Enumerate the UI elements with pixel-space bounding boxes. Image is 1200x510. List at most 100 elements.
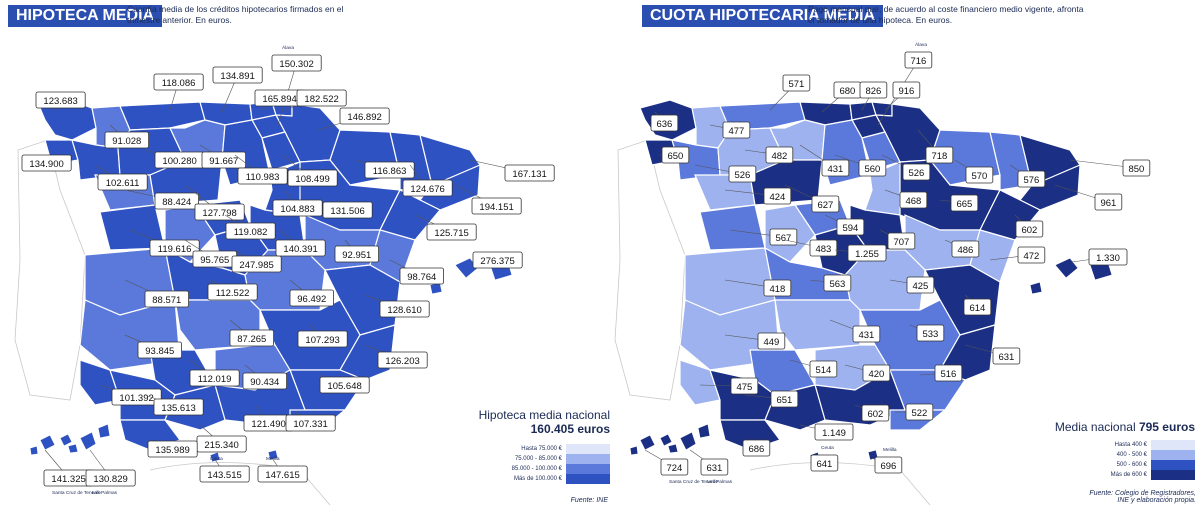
source-note: Fuente: Colegio de Registradores, INE y … xyxy=(1040,490,1196,504)
value-box-zamora xyxy=(154,192,199,210)
spain-map-hipoteca: 123.683 91.028 118.086 134.891 150.302 165.89… xyxy=(14,44,555,506)
island-canarias-e xyxy=(67,443,79,454)
value-box-toledo xyxy=(207,283,258,301)
value-box-teruel xyxy=(951,240,980,258)
territory-name-santa-cruz: Santa Cruz de Tenerife xyxy=(52,490,101,496)
island-canarias-w xyxy=(639,434,656,451)
value-tarragona: 602 xyxy=(1021,225,1037,236)
value-box-girona xyxy=(1122,159,1151,177)
value-santa-cruz: 724 xyxy=(666,463,682,474)
legend-swatch xyxy=(566,474,610,484)
value-box-jaen xyxy=(862,364,891,382)
value-ourense: 526 xyxy=(734,170,750,181)
value-asturias: 571 xyxy=(788,79,804,90)
value-baleares: 1.330 xyxy=(1096,253,1120,264)
value-a-coruna: 123.683 xyxy=(43,96,77,107)
island-canarias-w xyxy=(39,434,56,451)
value-cuenca: 96.492 xyxy=(297,294,326,305)
value-jaen: 90.434 xyxy=(250,377,279,388)
value-zaragoza: 665 xyxy=(956,199,972,210)
island-baleares xyxy=(1054,257,1079,279)
value-box-tarragona xyxy=(1015,220,1044,238)
value-box-guipuzcoa xyxy=(892,81,921,99)
value-toledo: 112.522 xyxy=(216,288,250,299)
island-canarias-e xyxy=(679,431,697,451)
value-box-a-coruna xyxy=(35,91,86,109)
territory-name-melilla: Melilla xyxy=(266,456,280,462)
legend-row: 75.000 - 85.000 € xyxy=(470,454,610,464)
value-box-asturias xyxy=(782,74,811,92)
value-castellon: 98.764 xyxy=(407,272,436,283)
value-box-ourense xyxy=(97,173,148,191)
value-box-las-palmas xyxy=(700,458,729,476)
national-label: Hipoteca media nacional xyxy=(478,408,610,422)
value-guadalajara: 707 xyxy=(893,237,909,248)
value-box-zaragoza xyxy=(322,201,373,219)
value-box-cordoba xyxy=(189,369,240,387)
value-caceres: 88.571 xyxy=(152,295,181,306)
value-albacete: 533 xyxy=(922,329,938,340)
island-melilla xyxy=(267,449,279,461)
value-box-huelva xyxy=(730,377,759,395)
island-canarias-w xyxy=(629,445,639,456)
value-avila: 483 xyxy=(815,244,831,255)
value-box-baleares xyxy=(472,251,523,269)
value-lleida: 576 xyxy=(1023,175,1039,186)
value-box-ceuta xyxy=(810,454,839,472)
value-box-jaen xyxy=(242,372,287,390)
value-zamora: 424 xyxy=(769,192,785,203)
value-box-lugo xyxy=(722,121,751,139)
value-girona: 167.131 xyxy=(512,169,546,180)
value-barcelona: 194.151 xyxy=(479,202,513,213)
legend-swatch xyxy=(566,454,610,464)
value-soria: 468 xyxy=(905,196,921,207)
value-granada: 121.490 xyxy=(251,419,285,430)
value-cordoba: 112.019 xyxy=(198,374,232,385)
value-cantabria: 680 xyxy=(839,86,855,97)
value-box-guadalajara xyxy=(275,239,326,257)
value-melilla: 696 xyxy=(880,461,896,472)
legend-row: Más de 600 € xyxy=(1060,470,1195,480)
island-canarias-w xyxy=(659,433,673,447)
source-line-2: INE y elaboración propia. xyxy=(1117,497,1196,504)
value-box-guipuzcoa xyxy=(296,89,347,107)
value-box-murcia xyxy=(934,364,963,382)
value-murcia: 516 xyxy=(940,369,956,380)
value-alava: 716 xyxy=(910,56,926,67)
value-granada: 602 xyxy=(867,409,883,420)
value-cuenca: 425 xyxy=(912,281,928,292)
legend-row: 400 - 500 € xyxy=(1060,450,1195,460)
island-canarias-e xyxy=(79,431,97,451)
value-box-melilla xyxy=(874,456,903,474)
value-sevilla: 651 xyxy=(776,395,792,406)
value-box-alicante xyxy=(992,347,1021,365)
value-asturias: 118.086 xyxy=(162,78,196,89)
value-box-malaga xyxy=(814,423,854,441)
value-box-burgos xyxy=(237,167,288,185)
value-box-caceres xyxy=(763,279,792,297)
panel-description: Cuantía media de los créditos hipotecari… xyxy=(127,4,344,25)
value-valladolid: 627 xyxy=(817,200,833,211)
legend-swatch xyxy=(1151,450,1195,460)
value-box-valladolid xyxy=(811,195,840,213)
legend-label: Más de 100.000 € xyxy=(513,476,562,482)
value-box-almeria xyxy=(285,414,336,432)
territory-name-las-palmas: Las Palmas xyxy=(92,490,118,496)
legend-row: 500 - 600 € xyxy=(1060,460,1195,470)
value-box-cadiz xyxy=(742,439,771,457)
value-box-la-rioja xyxy=(287,169,338,187)
legend-row: Hasta 75.000 € xyxy=(470,444,610,454)
territory-name-alava: Álava xyxy=(282,44,294,51)
value-las-palmas: 631 xyxy=(706,463,722,474)
value-box-teruel xyxy=(334,245,379,263)
value-box-caceres xyxy=(144,290,189,308)
territory-name-ceuta: Ceuta xyxy=(210,456,223,462)
value-box-zamora xyxy=(763,187,792,205)
value-box-valencia xyxy=(379,300,430,318)
province-asturias xyxy=(119,101,206,131)
value-huesca: 116.863 xyxy=(373,166,407,177)
spain-map-cuota: 636 477 571 680 716 826 916 718 650 526 482 431 560 5… xyxy=(614,41,1151,506)
value-santa-cruz: 141.325 xyxy=(51,474,85,485)
value-box-tarragona xyxy=(426,223,477,241)
value-segovia: 119.082 xyxy=(234,227,268,238)
